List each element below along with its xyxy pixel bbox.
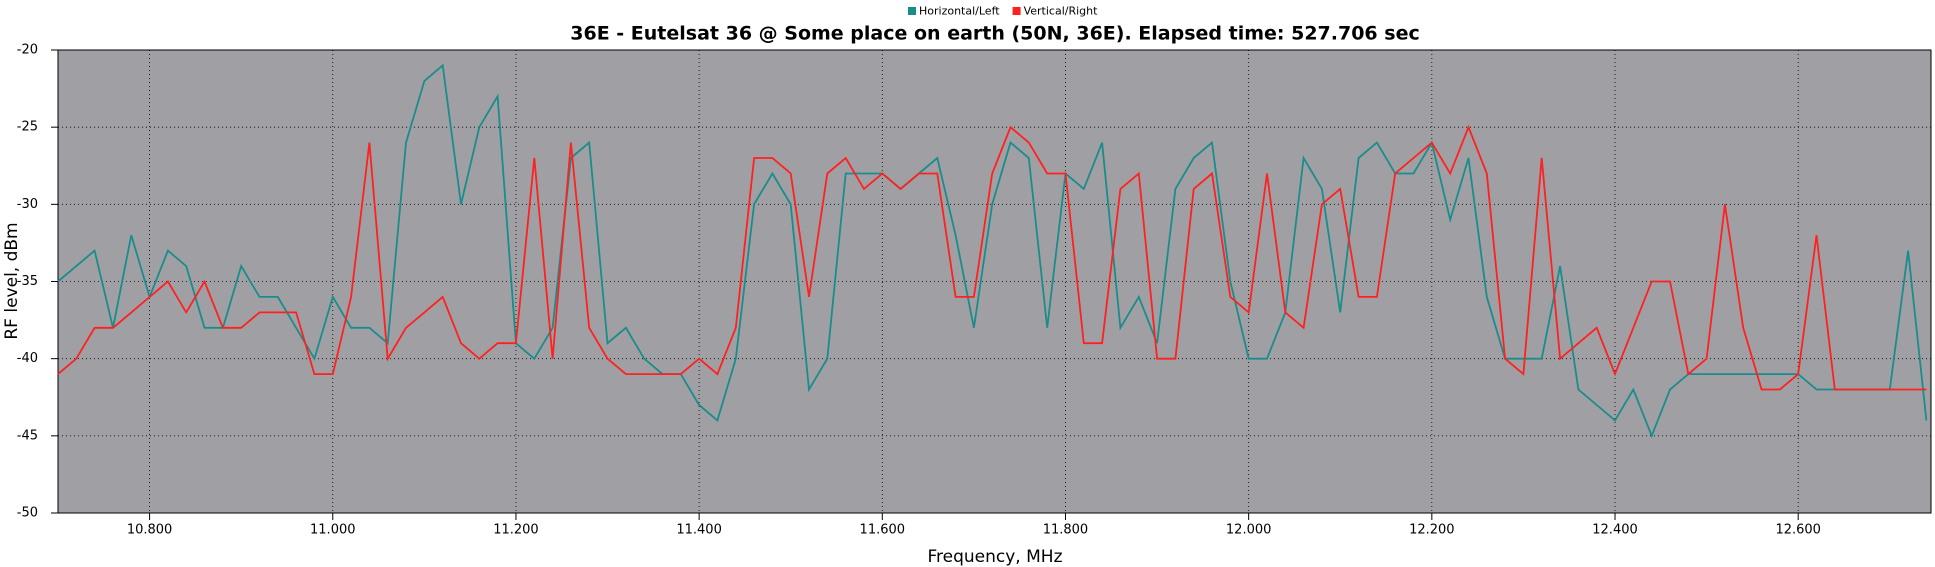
x-tick-label: 12.000 — [1226, 523, 1272, 538]
y-tick-label: -40 — [17, 351, 38, 366]
x-tick-label: 11.800 — [1043, 523, 1089, 538]
series-line — [57, 63, 1928, 439]
x-tick-label: 11.600 — [860, 523, 906, 538]
legend-label: Vertical/Right — [1024, 5, 1099, 18]
legend-label: Horizontal/Left — [919, 5, 1000, 18]
y-tick-label: -50 — [17, 506, 38, 521]
series-line — [57, 124, 1927, 391]
x-tick-label: 11.400 — [676, 523, 722, 538]
y-tick-label: -25 — [17, 120, 38, 135]
x-tick-label: 12.600 — [1775, 523, 1821, 538]
x-tick-label: 12.200 — [1409, 523, 1455, 538]
y-axis-label: RF level, dBm — [2, 222, 22, 339]
legend-swatch — [1012, 7, 1021, 15]
x-tick-label: 11.000 — [310, 523, 356, 538]
y-tick-label: -20 — [17, 43, 38, 58]
x-tick-label: 11.200 — [493, 523, 539, 538]
x-tick-label: 12.400 — [1592, 523, 1638, 538]
chart-title: 36E - Eutelsat 36 @ Some place on earth … — [570, 23, 1419, 45]
y-tick-label: -30 — [17, 197, 38, 212]
legend-swatch — [908, 7, 916, 15]
y-tick-label: -45 — [17, 428, 38, 443]
x-axis-label: Frequency, MHz — [927, 547, 1062, 567]
x-tick-label: 10.800 — [127, 523, 173, 538]
y-tick-label: -35 — [17, 274, 38, 289]
